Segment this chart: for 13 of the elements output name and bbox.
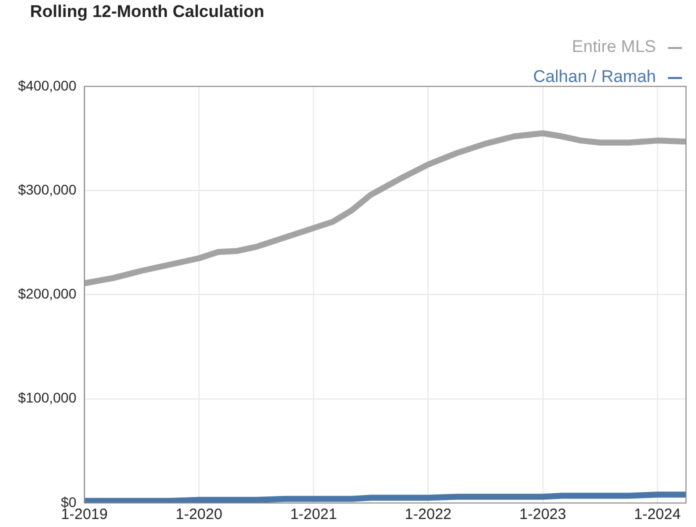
x-tick-label: 1-2023	[519, 506, 566, 524]
y-tick-label: $100,000	[18, 390, 77, 406]
x-tick-label: 1-2021	[290, 506, 337, 524]
x-tick-label: 1-2024	[634, 506, 681, 524]
y-tick-label: $400,000	[18, 77, 77, 94]
y-tick-label: $200,000	[18, 286, 77, 302]
x-tick-label: 1-2022	[404, 506, 452, 524]
y-tick-label: $0	[60, 494, 77, 510]
legend-label: Calhan / Ramah	[533, 67, 656, 86]
x-tick-label: 1-2020	[176, 506, 222, 524]
y-tick-label: $300,000	[18, 181, 77, 198]
legend-label: Entire MLS	[572, 37, 656, 56]
chart-title: Rolling 12-Month Calculation	[30, 2, 264, 22]
